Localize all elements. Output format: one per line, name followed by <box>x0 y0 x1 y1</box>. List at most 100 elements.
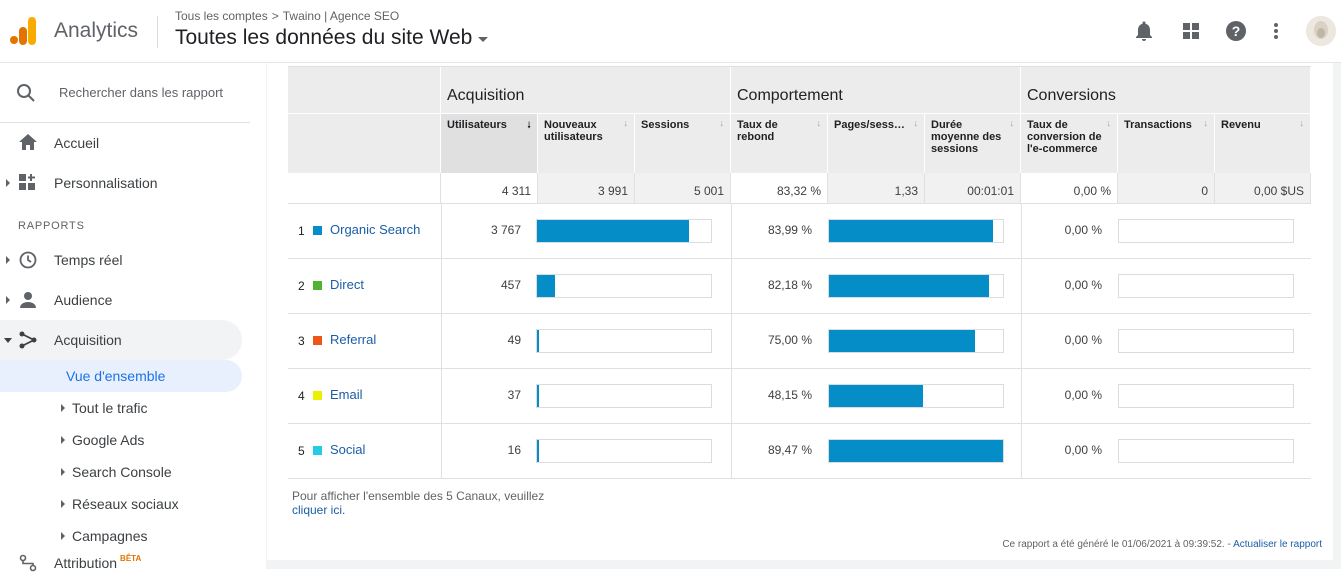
users-value: 37 <box>507 388 521 402</box>
breadcrumb-account[interactable]: Tous les comptes <box>175 9 268 23</box>
users-value: 3 767 <box>490 223 521 237</box>
chevron-right-icon <box>61 532 65 540</box>
home-icon <box>19 134 37 152</box>
bounce-rate-value: 89,47 % <box>767 443 812 457</box>
sort-icon: ↓ <box>719 118 725 128</box>
sidebar-subitem-search-console[interactable]: Search Console <box>0 456 242 488</box>
conversion-rate-value: 0,00 % <box>1064 443 1102 457</box>
chevron-right-icon <box>61 468 65 476</box>
group-header-acquisition: Acquisition <box>441 67 731 113</box>
more-vert-icon[interactable] <box>1265 20 1287 42</box>
sidebar-subitem-label: Search Console <box>72 464 172 480</box>
conversion-rate-bar <box>1118 274 1294 298</box>
bounce-rate-bar <box>828 219 1004 243</box>
channel-link[interactable]: Referral <box>330 332 377 347</box>
conversion-rate-bar <box>1118 384 1294 408</box>
conversion-rate-bar <box>1118 219 1294 243</box>
sidebar-subitem-label: Google Ads <box>72 432 145 448</box>
bell-icon[interactable] <box>1133 20 1155 42</box>
channel-link[interactable]: Organic Search <box>330 222 421 237</box>
show-all-link[interactable]: cliquer ici. <box>292 503 346 517</box>
channel-link[interactable]: Email <box>330 387 363 402</box>
sidebar-item-audience[interactable]: Audience <box>0 280 242 320</box>
channel-color-swatch <box>313 336 322 345</box>
view-selector[interactable]: Toutes les données du site Web <box>175 26 489 50</box>
group-header-behavior: Comportement <box>731 67 1021 113</box>
table-row: 1 Organic Search 3 767 83,99 % 0,00 % <box>288 203 1311 259</box>
sidebar-subitem-google-ads[interactable]: Google Ads <box>0 424 242 456</box>
column-header-new-users[interactable]: Nouveaux utilisateurs ↓ <box>538 113 635 173</box>
column-header-bounce-rate[interactable]: Taux de rebond ↓ <box>731 113 828 173</box>
report-generated-info: Ce rapport a été généré le 01/06/2021 à … <box>1002 539 1322 550</box>
footnote-text: Pour afficher l'ensemble des 5 Canaux, v… <box>292 489 545 503</box>
acquisition-icon <box>19 331 37 349</box>
chevron-right-icon <box>6 179 10 187</box>
attribution-icon <box>19 554 37 572</box>
sidebar-subitem-all-traffic[interactable]: Tout le trafic <box>0 392 242 424</box>
chevron-down-icon <box>478 37 489 42</box>
channel-color-swatch <box>313 391 322 400</box>
users-value: 49 <box>507 333 521 347</box>
column-header-sessions[interactable]: Sessions ↓ <box>635 113 731 173</box>
column-header-revenue[interactable]: Revenu ↓ <box>1215 113 1311 173</box>
chevron-right-icon <box>6 296 10 304</box>
column-header-users[interactable]: Utilisateurs 🠗 <box>441 113 538 173</box>
sort-desc-icon: 🠗 <box>527 120 531 130</box>
row-rank: 4 <box>298 389 305 403</box>
bounce-rate-value: 82,18 % <box>767 278 812 292</box>
breadcrumb-property[interactable]: Twaino | Agence SEO <box>282 9 400 23</box>
search-input[interactable]: Rechercher dans les rapport <box>59 85 224 100</box>
total-transactions: 0 <box>1118 173 1215 204</box>
table-footnote: Pour afficher l'ensemble des 5 Canaux, v… <box>292 489 544 517</box>
sidebar-item-label: Acquisition <box>54 332 122 348</box>
refresh-report-link[interactable]: Actualiser le rapport <box>1233 539 1322 550</box>
sidebar-item-label: Audience <box>54 292 113 308</box>
chevron-right-icon <box>6 256 10 264</box>
breadcrumb-separator: > <box>271 9 279 23</box>
sidebar-subitem-campaigns[interactable]: Campagnes <box>0 520 242 552</box>
column-header-conversion-rate[interactable]: Taux de conversion de l'e-commerce ↓ <box>1021 113 1118 173</box>
sidebar-item-label: Accueil <box>54 135 100 151</box>
sort-icon: ↓ <box>816 118 822 128</box>
bounce-rate-bar <box>828 274 1004 298</box>
total-avg-duration: 00:01:01 <box>925 173 1021 204</box>
table-row: 3 Referral 49 75,00 % 0,00 % <box>288 313 1311 369</box>
top-header: Analytics Tous les comptes > Twaino | Ag… <box>0 0 1341 63</box>
clock-icon <box>19 251 37 269</box>
column-header-pages-session[interactable]: Pages/sess… ↓ <box>828 113 925 173</box>
sidebar-subitem-overview[interactable]: Vue d'ensemble <box>0 360 242 392</box>
sidebar-item-home[interactable]: Accueil <box>0 123 242 163</box>
sidebar-item-attribution[interactable]: Attribution BÊTA <box>0 543 242 583</box>
view-title: Toutes les données du site Web <box>175 26 473 49</box>
channel-link[interactable]: Direct <box>330 277 364 292</box>
channel-link[interactable]: Social <box>330 442 366 457</box>
channel-color-swatch <box>313 281 322 290</box>
users-value: 16 <box>507 443 521 457</box>
sidebar-subitem-label: Tout le trafic <box>72 400 148 416</box>
sidebar-item-realtime[interactable]: Temps réel <box>0 240 242 280</box>
sidebar-item-customization[interactable]: Personnalisation <box>0 163 242 203</box>
sidebar-item-acquisition[interactable]: Acquisition <box>0 320 242 360</box>
table-bottom-border <box>288 478 1311 479</box>
svg-text:?: ? <box>1232 23 1241 39</box>
report-search[interactable]: Rechercher dans les rapport <box>0 63 250 123</box>
conversion-rate-value: 0,00 % <box>1064 333 1102 347</box>
search-icon <box>16 83 36 108</box>
total-new-users: 3 991 <box>538 173 635 204</box>
column-header-avg-duration[interactable]: Durée moyenne des sessions ↓ <box>925 113 1021 173</box>
analytics-logo[interactable] <box>10 17 36 45</box>
channel-color-swatch <box>313 446 322 455</box>
sort-icon: ↓ <box>623 118 629 128</box>
help-icon[interactable]: ? <box>1225 20 1247 42</box>
chevron-right-icon <box>61 500 65 508</box>
breadcrumb[interactable]: Tous les comptes > Twaino | Agence SEO <box>175 9 399 23</box>
avatar[interactable] <box>1306 16 1336 46</box>
conversion-rate-value: 0,00 % <box>1064 223 1102 237</box>
row-rank: 2 <box>298 279 305 293</box>
header-dimension <box>288 113 441 173</box>
apps-grid-icon[interactable] <box>1180 20 1202 42</box>
sort-icon: ↓ <box>1299 118 1305 128</box>
column-header-transactions[interactable]: Transactions ↓ <box>1118 113 1215 173</box>
sidebar-subitem-social[interactable]: Réseaux sociaux <box>0 488 242 520</box>
sidebar-subitem-label: Campagnes <box>72 528 148 544</box>
